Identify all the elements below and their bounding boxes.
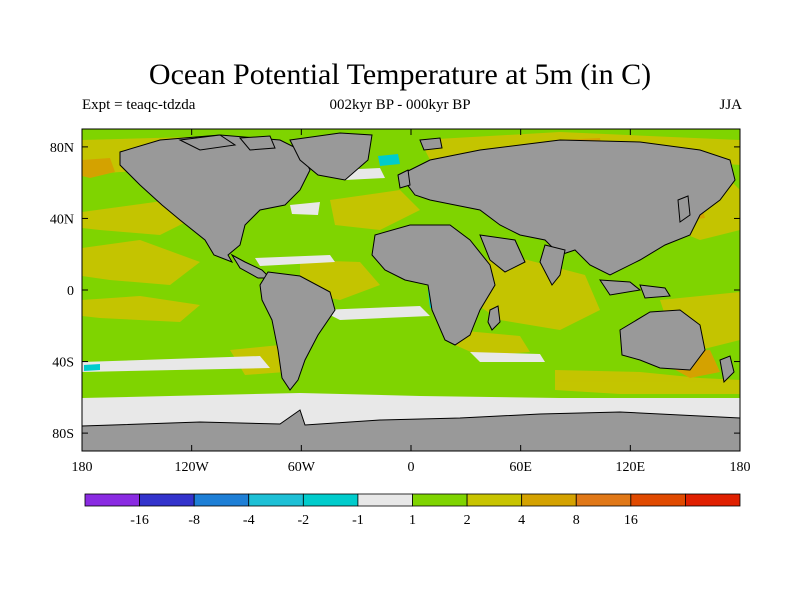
- x-tick-label: 60W: [288, 460, 316, 475]
- arctic-islands: [178, 134, 443, 151]
- x-tick-label: 120W: [175, 460, 210, 475]
- y-tick-label: 40N: [50, 212, 74, 227]
- colorbar-swatch: [193, 493, 250, 507]
- colorbar-swatch: [84, 493, 140, 507]
- colorbar-label: 4: [518, 513, 525, 528]
- colorbar-swatch: [139, 493, 195, 507]
- colorbar-label: -8: [188, 513, 200, 528]
- colorbar-label: -1: [352, 513, 364, 528]
- colorbar-label: 2: [464, 513, 471, 528]
- colorbar-label: -16: [130, 513, 149, 528]
- period-label: 002kyr BP - 000kyr BP: [329, 97, 471, 113]
- colorbar: -16 -8 -4 -2 -1 1 2 4 8 16: [84, 493, 741, 528]
- x-tick-label: 180: [730, 460, 751, 475]
- colorbar-swatch: [302, 493, 359, 507]
- x-tick-label: 60E: [509, 460, 532, 475]
- colorbar-swatch: [575, 493, 632, 507]
- colorbar-swatch: [357, 493, 413, 507]
- season-label: JJA: [719, 97, 742, 113]
- colorbar-swatch: [521, 493, 577, 507]
- land-masses: [82, 132, 740, 451]
- colorbar-label: -4: [243, 513, 255, 528]
- colorbar-swatch: [466, 493, 523, 507]
- map-field: [82, 129, 740, 451]
- y-tick-label: 40S: [52, 356, 74, 371]
- colorbar-label: 16: [624, 513, 638, 528]
- colorbar-swatch: [248, 493, 304, 507]
- x-tick-label: 0: [408, 460, 415, 475]
- experiment-label: Expt = teaqc-tdzda: [82, 97, 196, 113]
- colorbar-swatch: [685, 493, 741, 507]
- y-tick-label: 80N: [50, 141, 74, 156]
- colorbar-swatch: [630, 493, 686, 507]
- colorbar-label: 8: [573, 513, 580, 528]
- colorbar-label: 1: [409, 513, 416, 528]
- colorbar-label: -2: [297, 513, 309, 528]
- y-tick-label: 0: [67, 284, 74, 299]
- colorbar-swatch: [412, 493, 468, 507]
- x-tick-label: 180: [72, 460, 93, 475]
- x-tick-label: 120E: [616, 460, 646, 475]
- map-title: Ocean Potential Temperature at 5m (in C): [148, 58, 652, 91]
- y-tick-label: 80S: [52, 427, 74, 442]
- axis-ticks: 180 120W 60W 0 60E 120E 180 80N 40N 0 40S 80S: [50, 129, 751, 475]
